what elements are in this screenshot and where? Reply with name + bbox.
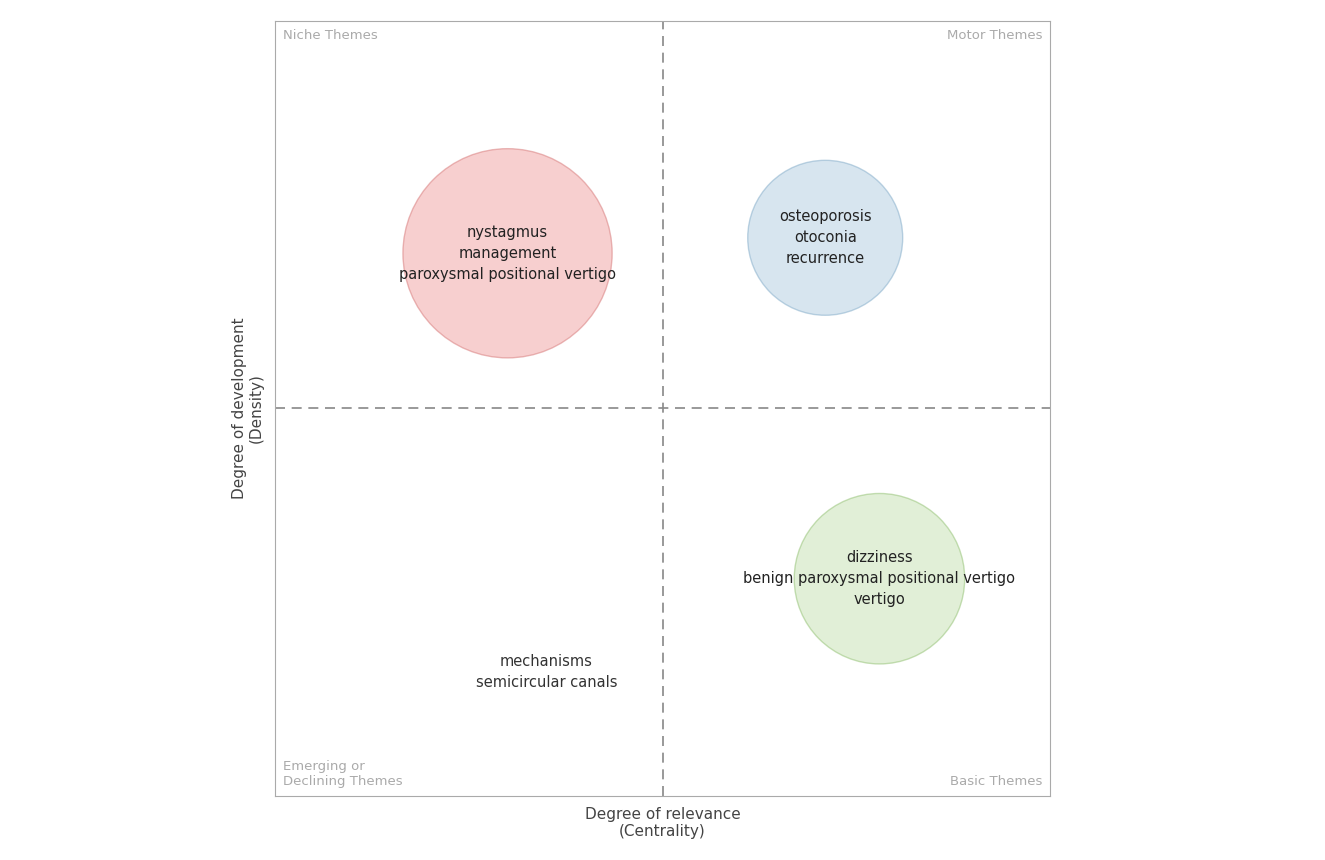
- Circle shape: [794, 494, 965, 664]
- Text: nystagmus
management
paroxysmal positional vertigo: nystagmus management paroxysmal position…: [399, 224, 616, 282]
- Text: dizziness
benign paroxysmal positional vertigo
vertigo: dizziness benign paroxysmal positional v…: [743, 550, 1015, 607]
- Text: osteoporosis
otoconia
recurrence: osteoporosis otoconia recurrence: [779, 209, 872, 267]
- Text: Basic Themes: Basic Themes: [950, 775, 1043, 788]
- Text: mechanisms
semicircular canals: mechanisms semicircular canals: [476, 654, 617, 690]
- Circle shape: [747, 160, 902, 316]
- Text: Emerging or
Declining Themes: Emerging or Declining Themes: [282, 760, 403, 788]
- X-axis label: Degree of relevance
(Centrality): Degree of relevance (Centrality): [584, 807, 741, 839]
- Y-axis label: Degree of development
(Density): Degree of development (Density): [232, 317, 264, 499]
- Text: Niche Themes: Niche Themes: [282, 28, 378, 41]
- Circle shape: [403, 149, 612, 358]
- Text: Motor Themes: Motor Themes: [946, 28, 1043, 41]
